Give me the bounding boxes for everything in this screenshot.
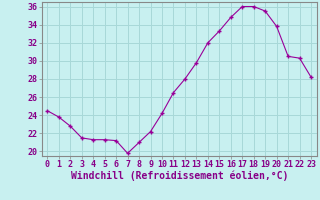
X-axis label: Windchill (Refroidissement éolien,°C): Windchill (Refroidissement éolien,°C) bbox=[70, 171, 288, 181]
